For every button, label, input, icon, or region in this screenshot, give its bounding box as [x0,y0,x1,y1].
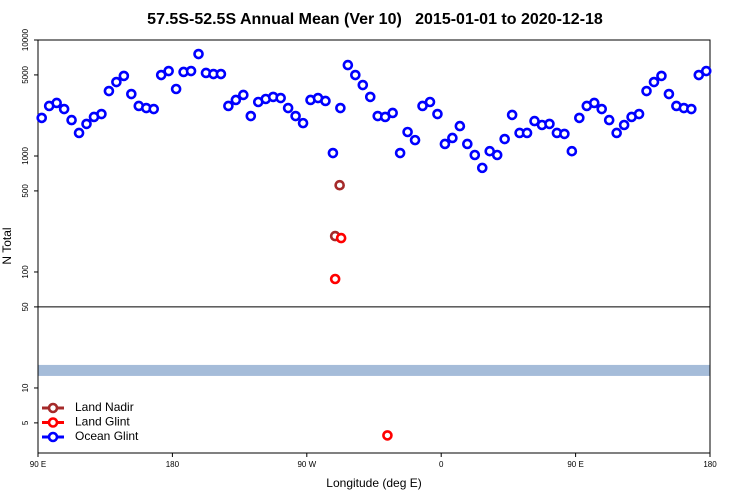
point [170,83,182,95]
point [148,103,160,115]
point [566,145,578,157]
point [290,110,301,122]
point [96,108,107,120]
point [506,109,518,121]
point [364,91,376,103]
point [185,65,197,77]
point [491,149,503,161]
point [51,97,62,109]
point [476,162,488,174]
point [36,112,48,124]
point [700,65,712,77]
point [73,127,85,139]
point [618,119,630,131]
y-tick-label: 5 [21,420,30,425]
y-tick-label: 10000 [21,28,30,51]
point [282,102,294,114]
point [588,97,600,109]
legend-marker [47,417,59,428]
point [126,88,137,100]
y-tick-label: 50 [21,302,30,311]
point [58,103,70,115]
legend-marker [47,402,59,414]
point [499,133,510,145]
point [118,70,130,82]
point [611,127,622,139]
point [382,430,393,441]
point [111,76,122,88]
point [320,95,331,107]
x-tick-label: 180 [703,460,717,469]
point [275,92,286,104]
point [462,138,473,150]
band [38,364,710,376]
x-tick-label: 90 W [297,460,316,469]
point [574,112,585,124]
point [521,127,533,139]
y-tick-label: 100 [21,265,30,279]
x-tick-label: 90 E [567,460,583,469]
point [424,96,436,108]
point [447,132,458,144]
point [686,103,697,115]
point [335,102,346,114]
y-tick-label: 10 [21,383,30,392]
y-tick-label: 500 [21,184,30,198]
point [596,103,608,115]
point [103,85,115,97]
point [663,88,675,100]
y-tick-label: 5000 [21,65,30,83]
point [245,110,257,122]
plot-frame [37,39,711,454]
point [342,59,354,71]
x-tick-label: 180 [166,460,180,469]
point [439,138,451,150]
legend-marker [47,431,59,443]
y-axis-label: N Total [0,227,14,264]
point [633,108,645,120]
point [163,65,174,77]
point [432,108,443,120]
point [394,147,406,159]
point [334,179,345,191]
point [66,114,77,126]
point [327,147,339,159]
point [402,126,413,138]
point [544,118,555,130]
point [648,76,660,88]
point [335,232,347,244]
point [350,69,361,81]
point [559,128,570,140]
point [215,68,227,80]
point [238,89,249,101]
point [81,118,92,130]
point [603,114,615,126]
point [387,107,398,119]
y-tick-label: 1000 [21,147,30,165]
x-tick-label: 0 [439,460,444,469]
point [193,48,204,60]
x-tick-label: 90 E [30,460,46,469]
legend-label: Land Glint [75,415,130,429]
point [409,134,421,146]
point [379,111,391,123]
legend-label: Land Nadir [75,400,134,414]
point [454,120,466,132]
point [230,94,242,106]
legend-label: Ocean Glint [75,429,139,443]
point [297,117,309,129]
chart-title: 57.5S-52.5S Annual Mean (Ver 10) 2015-01… [147,11,603,28]
point [469,149,481,161]
point [223,100,234,112]
point [641,85,652,97]
point [357,79,369,91]
x-axis-label: Longitude (deg E) [326,476,421,490]
point [656,70,667,82]
point [329,273,341,285]
